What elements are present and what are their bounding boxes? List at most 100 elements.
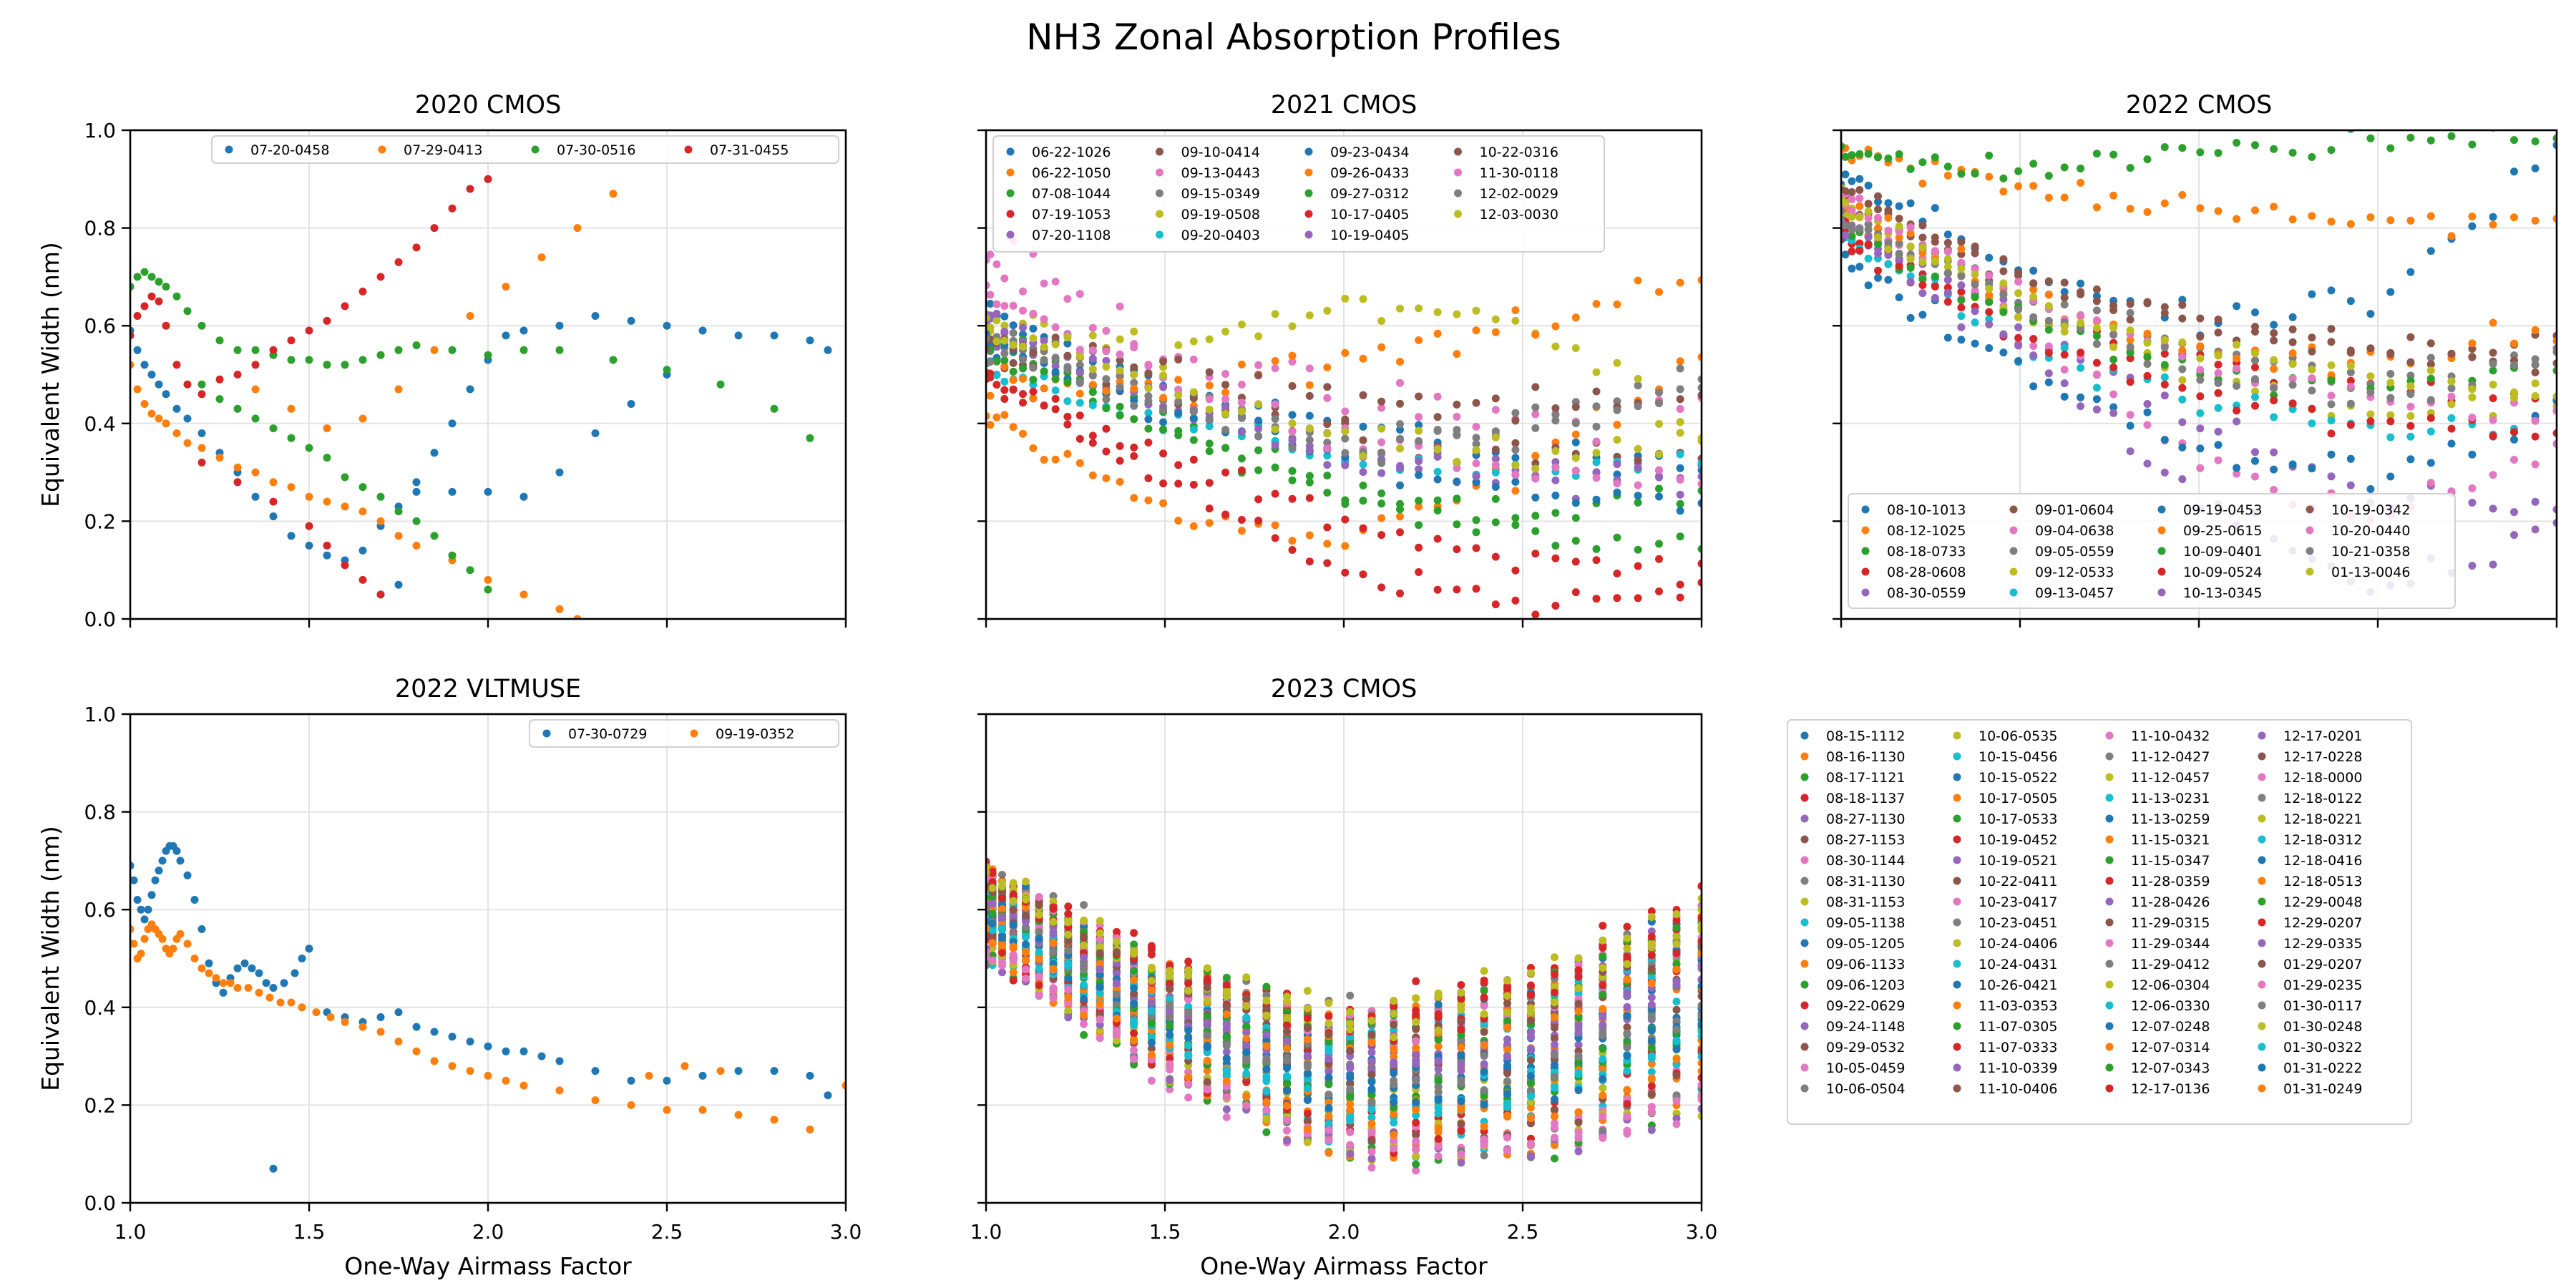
data-point bbox=[2531, 216, 2540, 225]
data-point bbox=[1166, 1060, 1174, 1068]
data-point bbox=[1323, 540, 1332, 548]
data-point bbox=[1672, 997, 1681, 1006]
data-point bbox=[430, 532, 439, 540]
data-point bbox=[1000, 411, 1009, 419]
data-point bbox=[1647, 1037, 1656, 1045]
data-point bbox=[1184, 1034, 1193, 1043]
data-point bbox=[1931, 204, 1939, 213]
data-point bbox=[1697, 560, 1702, 568]
data-point bbox=[1367, 1154, 1376, 1163]
data-point bbox=[1676, 475, 1684, 484]
data-point bbox=[1049, 948, 1058, 957]
data-point bbox=[1634, 456, 1642, 464]
data-point bbox=[1063, 333, 1072, 341]
data-point bbox=[1064, 985, 1073, 994]
data-point bbox=[1359, 295, 1367, 303]
data-point bbox=[2489, 360, 2497, 368]
data-point bbox=[1064, 974, 1073, 982]
data-point bbox=[1895, 222, 1903, 230]
data-point bbox=[1254, 332, 1263, 341]
data-point bbox=[412, 1047, 421, 1055]
data-point bbox=[2109, 301, 2118, 310]
data-point bbox=[1971, 293, 1979, 301]
data-point bbox=[1874, 240, 1882, 248]
data-point bbox=[2126, 411, 2135, 419]
data-point bbox=[1697, 882, 1702, 890]
data-point bbox=[1697, 992, 1702, 1000]
data-point bbox=[1623, 960, 1631, 968]
data-point bbox=[1063, 449, 1072, 458]
data-point bbox=[2366, 134, 2375, 142]
data-point bbox=[1088, 354, 1097, 363]
data-point bbox=[1511, 446, 1520, 454]
data-point bbox=[1574, 1133, 1583, 1142]
data-point bbox=[1472, 544, 1480, 552]
data-point bbox=[1491, 518, 1500, 527]
data-point bbox=[1613, 397, 1621, 406]
data-point bbox=[1323, 394, 1332, 402]
data-point bbox=[1434, 1109, 1443, 1118]
data-point bbox=[2270, 336, 2278, 345]
data-point bbox=[2029, 286, 2038, 294]
data-point bbox=[1075, 290, 1084, 298]
data-point bbox=[2077, 402, 2085, 411]
data-point bbox=[1341, 515, 1350, 524]
data-point bbox=[1971, 339, 1979, 348]
data-point bbox=[1174, 356, 1183, 364]
data-point bbox=[1221, 327, 1230, 336]
data-point bbox=[1864, 181, 1873, 190]
data-point bbox=[1000, 377, 1009, 386]
data-point bbox=[1035, 955, 1043, 963]
series-01-31-0222 bbox=[986, 917, 1702, 1114]
data-point bbox=[988, 878, 997, 887]
data-point bbox=[645, 1071, 653, 1080]
data-point bbox=[1503, 1017, 1511, 1025]
data-point bbox=[1415, 465, 1423, 474]
data-point bbox=[1242, 1013, 1251, 1022]
data-point bbox=[1551, 970, 1558, 979]
data-point bbox=[2143, 459, 2152, 468]
data-point bbox=[1634, 498, 1642, 507]
data-point bbox=[770, 331, 779, 340]
data-point bbox=[2126, 308, 2135, 317]
data-point bbox=[2308, 153, 2316, 161]
data-point bbox=[1189, 522, 1198, 530]
data-point bbox=[2196, 333, 2205, 341]
data-point bbox=[1144, 369, 1153, 378]
data-point bbox=[251, 346, 260, 354]
data-point bbox=[2426, 414, 2435, 422]
y-tick-label: 1.0 bbox=[84, 703, 116, 726]
data-point bbox=[1592, 468, 1601, 477]
data-point bbox=[1359, 468, 1367, 477]
data-point bbox=[1453, 457, 1461, 466]
data-point bbox=[1222, 1082, 1231, 1091]
data-point bbox=[1503, 1035, 1511, 1044]
data-point bbox=[1147, 1076, 1156, 1085]
data-point bbox=[2077, 324, 2085, 333]
data-point bbox=[1697, 545, 1702, 553]
data-point bbox=[1283, 1028, 1291, 1035]
data-point bbox=[2327, 391, 2336, 400]
data-point bbox=[1324, 1080, 1333, 1088]
data-point bbox=[1323, 364, 1332, 371]
data-point bbox=[502, 283, 510, 291]
data-point bbox=[1884, 226, 1893, 235]
data-point bbox=[1526, 1016, 1535, 1025]
data-point bbox=[1341, 407, 1350, 416]
data-point bbox=[1434, 1076, 1443, 1085]
data-point bbox=[1434, 1065, 1443, 1073]
data-point bbox=[1040, 279, 1048, 288]
y-tick-label: 0.8 bbox=[84, 217, 116, 240]
data-point bbox=[2489, 394, 2497, 403]
data-point bbox=[1203, 996, 1211, 1005]
data-point bbox=[1189, 436, 1198, 444]
data-point bbox=[1051, 323, 1060, 331]
data-point bbox=[2077, 311, 2085, 320]
data-point bbox=[1051, 353, 1060, 362]
data-point bbox=[2044, 348, 2053, 357]
data-point bbox=[1288, 427, 1297, 436]
data-point bbox=[1096, 1034, 1104, 1043]
data-point bbox=[1305, 391, 1314, 400]
data-point bbox=[1222, 1042, 1231, 1050]
data-point bbox=[2014, 167, 2023, 175]
